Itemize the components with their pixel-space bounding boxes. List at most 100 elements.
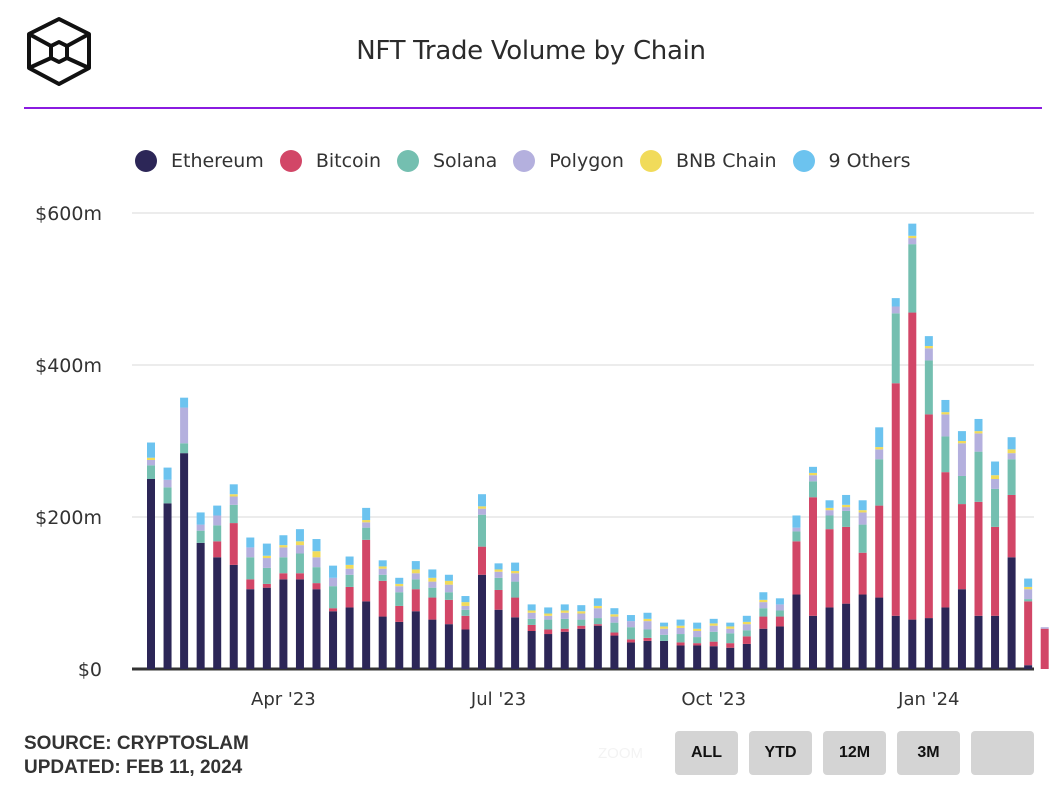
bar-stack[interactable] [229, 484, 238, 669]
bar-segment-9-others[interactable] [362, 507, 371, 521]
bar-segment-polygon[interactable] [295, 545, 304, 554]
bar-stack[interactable] [511, 562, 520, 669]
bar-segment-9-others[interactable] [974, 418, 983, 432]
bar-stack[interactable] [693, 622, 702, 669]
bar-stack[interactable] [924, 336, 933, 669]
bar-segment-bitcoin[interactable] [395, 605, 404, 622]
bar-segment-solana[interactable] [726, 633, 735, 644]
bar-segment-bnb-chain[interactable] [527, 610, 536, 613]
bar-stack[interactable] [660, 622, 669, 669]
bar-segment-solana[interactable] [809, 481, 817, 498]
bar-segment-bnb-chain[interactable] [676, 625, 685, 628]
bar-segment-ethereum[interactable] [759, 628, 768, 669]
bar-segment-bitcoin[interactable] [974, 501, 983, 616]
bar-segment-solana[interactable] [378, 574, 387, 581]
bar-segment-ethereum[interactable] [147, 479, 155, 669]
bar-segment-9-others[interactable] [196, 512, 205, 525]
bar-segment-9-others[interactable] [163, 467, 172, 480]
bar-segment-ethereum[interactable] [726, 647, 735, 669]
bar-segment-polygon[interactable] [577, 613, 586, 620]
bar-segment-solana[interactable] [660, 634, 669, 641]
bar-segment-bnb-chain[interactable] [991, 475, 1000, 479]
bar-segment-solana[interactable] [560, 618, 569, 629]
bar-segment-ethereum[interactable] [775, 626, 784, 669]
bar-segment-bnb-chain[interactable] [643, 618, 652, 622]
bar-segment-solana[interactable] [345, 574, 354, 587]
bar-segment-bitcoin[interactable] [1007, 494, 1016, 558]
bar-segment-ethereum[interactable] [262, 587, 271, 669]
bar-stack[interactable] [444, 574, 453, 669]
bar-stack[interactable] [759, 592, 768, 669]
bar-segment-polygon[interactable] [610, 616, 619, 623]
bar-segment-ethereum[interactable] [544, 634, 553, 669]
bar-segment-bnb-chain[interactable] [461, 602, 470, 606]
bar-segment-9-others[interactable] [428, 569, 437, 578]
bar-segment-9-others[interactable] [610, 608, 619, 615]
bar-segment-9-others[interactable] [775, 598, 784, 605]
bar-segment-9-others[interactable] [991, 461, 1000, 476]
bar-segment-solana[interactable] [329, 586, 338, 609]
bar-segment-polygon[interactable] [345, 568, 354, 575]
bar-segment-polygon[interactable] [428, 581, 437, 588]
bar-segment-bitcoin[interactable] [875, 505, 884, 598]
bar-segment-polygon[interactable] [941, 414, 950, 437]
bar-segment-bitcoin[interactable] [759, 616, 768, 629]
bar-stack[interactable] [775, 598, 784, 669]
bar-segment-9-others[interactable] [941, 399, 950, 413]
bar-segment-bnb-chain[interactable] [875, 447, 884, 450]
bar-stack[interactable] [147, 442, 155, 669]
bar-segment-9-others[interactable] [742, 615, 751, 622]
bar-stack[interactable] [478, 494, 486, 669]
bar-segment-ethereum[interactable] [444, 624, 453, 669]
bar-segment-solana[interactable] [461, 609, 470, 616]
bar-segment-bitcoin[interactable] [279, 573, 288, 580]
bar-segment-bitcoin[interactable] [593, 624, 602, 626]
bar-segment-bnb-chain[interactable] [312, 551, 321, 558]
bar-segment-bnb-chain[interactable] [428, 577, 437, 582]
bar-segment-ethereum[interactable] [809, 615, 817, 669]
bar-segment-solana[interactable] [842, 510, 851, 527]
bar-segment-solana[interactable] [593, 618, 602, 625]
bar-segment-9-others[interactable] [726, 622, 735, 627]
bar-segment-9-others[interactable] [1024, 578, 1033, 587]
bar-segment-polygon[interactable] [544, 615, 553, 620]
bar-segment-ethereum[interactable] [411, 611, 420, 669]
bar-segment-polygon[interactable] [262, 558, 271, 568]
bar-segment-bnb-chain[interactable] [908, 235, 917, 239]
bar-segment-bitcoin[interactable] [362, 539, 371, 602]
bar-stack[interactable] [825, 500, 834, 669]
bar-segment-bnb-chain[interactable] [560, 610, 569, 613]
bar-segment-solana[interactable] [229, 504, 238, 524]
bar-segment-polygon[interactable] [709, 625, 718, 632]
bar-segment-solana[interactable] [527, 618, 536, 625]
bar-stack[interactable] [593, 598, 602, 669]
bar-segment-solana[interactable] [213, 525, 222, 542]
bar-segment-polygon[interactable] [974, 433, 983, 452]
bar-segment-bnb-chain[interactable] [395, 583, 404, 587]
bar-segment-9-others[interactable] [875, 427, 884, 448]
bar-stack[interactable] [378, 560, 387, 669]
bar-segment-bitcoin[interactable] [428, 597, 437, 620]
bar-segment-bitcoin[interactable] [461, 615, 470, 630]
bar-segment-bitcoin[interactable] [329, 608, 338, 612]
bar-segment-solana[interactable] [759, 608, 768, 617]
bar-segment-polygon[interactable] [163, 479, 172, 488]
bar-stack[interactable] [941, 399, 950, 669]
bar-segment-9-others[interactable] [279, 535, 288, 546]
zoom-3m-button[interactable]: 3M [897, 731, 960, 775]
bar-segment-bitcoin[interactable] [693, 643, 702, 646]
bar-segment-9-others[interactable] [660, 622, 669, 627]
bar-stack[interactable] [411, 561, 420, 669]
bar-segment-solana[interactable] [494, 577, 503, 590]
bar-segment-bitcoin[interactable] [478, 546, 486, 575]
bar-segment-polygon[interactable] [395, 586, 404, 593]
bar-segment-polygon[interactable] [279, 547, 288, 558]
bar-segment-bnb-chain[interactable] [974, 431, 983, 434]
bar-segment-polygon[interactable] [957, 443, 966, 476]
bar-segment-9-others[interactable] [908, 223, 917, 236]
bar-segment-solana[interactable] [924, 360, 933, 415]
bar-segment-bnb-chain[interactable] [279, 545, 288, 548]
bar-stack[interactable] [891, 298, 900, 669]
bar-segment-solana[interactable] [742, 630, 751, 637]
bar-segment-solana[interactable] [312, 567, 321, 584]
